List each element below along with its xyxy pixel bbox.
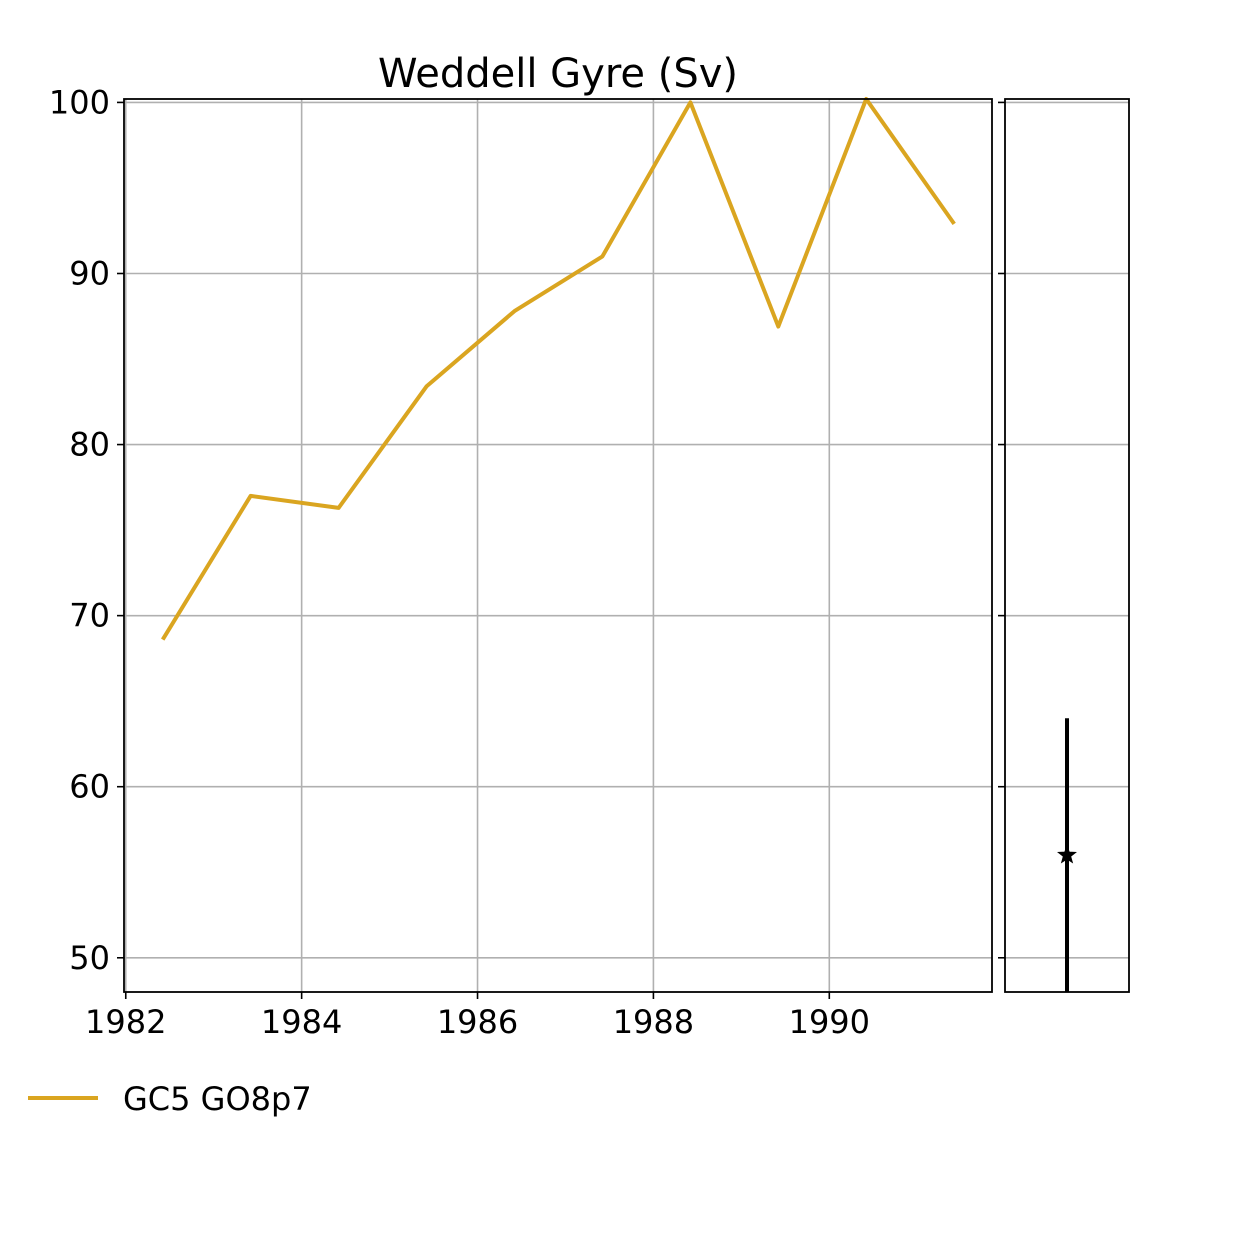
x-tick-label: 1990 bbox=[789, 1003, 870, 1041]
observation-layer bbox=[1057, 718, 1077, 992]
series-layer bbox=[160, 97, 956, 641]
x-tick-label: 1982 bbox=[85, 1003, 166, 1041]
y-tick-label: 90 bbox=[69, 254, 110, 292]
observation-star-marker bbox=[1057, 844, 1077, 864]
y-tick-label: 100 bbox=[49, 83, 110, 121]
x-tick-label: 1988 bbox=[613, 1003, 694, 1041]
legend-label: GC5 GO8p7 bbox=[123, 1080, 312, 1118]
main-plot-frame bbox=[123, 98, 993, 993]
y-tick-label: 60 bbox=[69, 768, 110, 806]
y-tick-label: 80 bbox=[69, 426, 110, 464]
y-tick-label: 50 bbox=[69, 939, 110, 977]
x-tick-label: 1986 bbox=[437, 1003, 518, 1041]
y-tick-label: 70 bbox=[69, 597, 110, 635]
x-tick-label: 1984 bbox=[261, 1003, 342, 1041]
side-plot-frame bbox=[1004, 98, 1130, 993]
chart-title: Weddell Gyre (Sv) bbox=[378, 51, 738, 97]
series-line bbox=[160, 97, 956, 641]
legend: GC5 GO8p7 bbox=[28, 1080, 312, 1118]
axis-layer: 1982 1984 1986 1988 1990 50 60 70 80 90 100 bbox=[49, 83, 1005, 1041]
main-grid bbox=[124, 99, 992, 992]
